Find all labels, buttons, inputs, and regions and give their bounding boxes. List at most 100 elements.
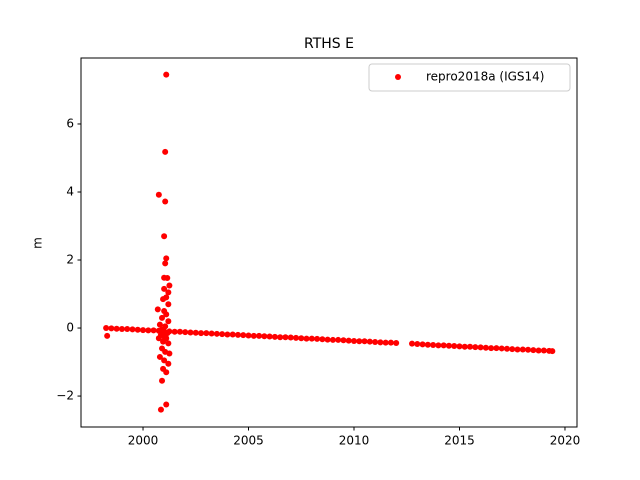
point: [219, 331, 226, 338]
point: [165, 289, 172, 296]
y-tick-label: 6: [66, 116, 74, 130]
point: [308, 335, 315, 342]
point: [240, 332, 247, 339]
point: [161, 357, 168, 364]
point: [156, 353, 163, 360]
point: [488, 345, 495, 352]
point: [154, 306, 161, 313]
point: [150, 327, 157, 334]
point: [271, 333, 278, 340]
point: [340, 337, 347, 344]
point: [356, 338, 363, 345]
point: [519, 346, 526, 353]
point: [157, 406, 164, 413]
point: [424, 341, 431, 348]
y-axis-label: m: [31, 237, 45, 249]
point: [103, 325, 110, 332]
point: [113, 325, 120, 332]
point: [163, 294, 170, 301]
point: [287, 334, 294, 341]
point: [314, 335, 321, 342]
point: [163, 369, 170, 376]
point: [134, 326, 141, 333]
point: [535, 347, 542, 354]
point: [161, 285, 168, 292]
point: [530, 347, 537, 354]
point: [163, 71, 170, 78]
point: [282, 334, 289, 341]
x-tick-label: 2015: [444, 434, 475, 448]
point: [440, 342, 447, 349]
point: [277, 334, 284, 341]
point: [187, 329, 194, 336]
legend-label: repro2018a (IGS14): [426, 70, 544, 84]
point: [472, 344, 479, 351]
point: [372, 338, 379, 345]
point: [335, 336, 342, 343]
point: [256, 332, 263, 339]
point: [393, 339, 400, 346]
point: [176, 328, 183, 335]
point: [163, 311, 170, 318]
point: [430, 342, 437, 349]
x-tick-label: 2020: [550, 434, 581, 448]
y-tick-label: 0: [66, 321, 74, 335]
point: [208, 330, 215, 337]
point: [224, 331, 231, 338]
point: [482, 344, 489, 351]
point: [129, 326, 136, 333]
point: [261, 333, 268, 340]
point: [382, 339, 389, 346]
point: [165, 318, 172, 325]
point: [198, 330, 205, 337]
legend-box: [368, 63, 571, 92]
legend: repro2018a (IGS14): [368, 63, 571, 92]
point: [503, 345, 510, 352]
axes-frame: [80, 57, 578, 428]
point: [203, 330, 210, 337]
point: [104, 332, 111, 339]
point: [451, 343, 458, 350]
point: [156, 321, 163, 328]
point: [213, 330, 220, 337]
plot-area: [103, 71, 556, 413]
point: [366, 338, 373, 345]
point: [245, 332, 252, 339]
point: [140, 327, 147, 334]
point: [461, 343, 468, 350]
point: [298, 335, 305, 342]
x-tick-label: 2005: [233, 434, 264, 448]
point: [161, 333, 168, 340]
legend-marker: [395, 74, 401, 80]
point: [303, 335, 310, 342]
point: [351, 337, 358, 344]
point: [108, 325, 115, 332]
y-tick-label: −2: [56, 389, 74, 403]
point: [498, 345, 505, 352]
point: [159, 326, 166, 333]
point: [165, 340, 172, 347]
point: [164, 275, 171, 282]
point: [163, 401, 170, 408]
point: [145, 327, 152, 334]
point: [324, 336, 331, 343]
point: [409, 340, 416, 347]
x-tick-label: 2010: [339, 434, 370, 448]
point: [419, 341, 426, 348]
point: [266, 333, 273, 340]
point: [361, 338, 368, 345]
point: [540, 347, 547, 354]
point: [435, 342, 442, 349]
point: [182, 329, 189, 336]
point: [525, 346, 532, 353]
point: [166, 350, 173, 357]
point: [414, 341, 421, 348]
point: [509, 346, 516, 353]
point: [514, 346, 521, 353]
point: [377, 339, 384, 346]
x-tick-label: 2000: [128, 434, 159, 448]
point: [192, 329, 199, 336]
point: [234, 331, 241, 338]
point: [163, 255, 170, 262]
